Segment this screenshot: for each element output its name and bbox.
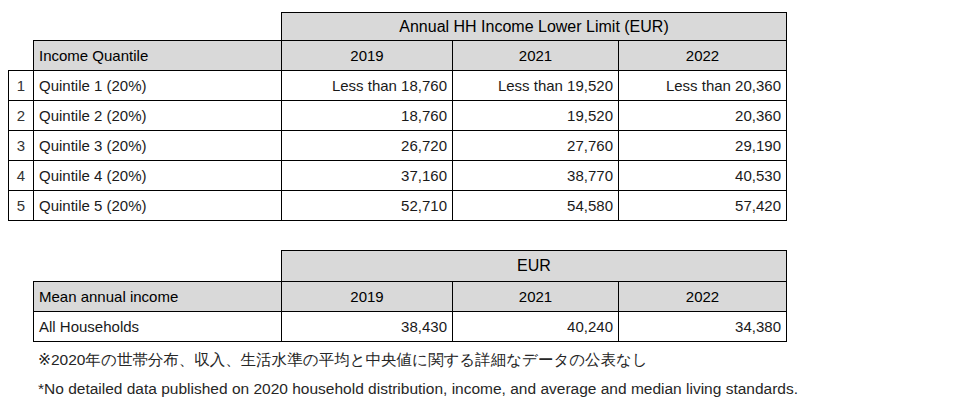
table2-col-2022: 2022 (619, 282, 787, 312)
quintile-label: Quintile 1 (20%) (34, 71, 282, 101)
row-number: 3 (9, 131, 34, 161)
value-2021: 38,770 (453, 161, 619, 191)
value-2019: 37,160 (282, 161, 453, 191)
quintile-label: Quintile 2 (20%) (34, 101, 282, 131)
page: Annual HH Income Lower Limit (EUR) Incom… (0, 0, 961, 412)
table2-row-header: Mean annual income (34, 282, 282, 312)
table1-merged-header: Annual HH Income Lower Limit (EUR) (282, 13, 787, 41)
table-row: 2 Quintile 2 (20%) 18,760 19,520 20,360 (9, 101, 787, 131)
value-2021: 54,580 (453, 191, 619, 221)
table-row: 3 Quintile 3 (20%) 26,720 27,760 29,190 (9, 131, 787, 161)
all-households-label: All Households (34, 312, 282, 342)
mean-income-table: EUR Mean annual income 2019 2021 2022 Al… (33, 250, 787, 342)
mean-2022: 34,380 (619, 312, 787, 342)
value-2019: 26,720 (282, 131, 453, 161)
row-number: 2 (9, 101, 34, 131)
mean-2019: 38,430 (282, 312, 453, 342)
value-2019: 52,710 (282, 191, 453, 221)
spacer-cell (34, 251, 282, 282)
spacer-cell (9, 41, 34, 71)
footnote-english: *No detailed data published on 2020 hous… (38, 380, 798, 398)
row-number: 4 (9, 161, 34, 191)
spacer-cell (9, 13, 282, 41)
table1-col-2021: 2021 (453, 41, 619, 71)
table2-merged-header: EUR (282, 251, 787, 282)
table-row: 5 Quintile 5 (20%) 52,710 54,580 57,420 (9, 191, 787, 221)
table1-col-2022: 2022 (619, 41, 787, 71)
income-quantile-table: Annual HH Income Lower Limit (EUR) Incom… (8, 12, 787, 221)
row-number: 1 (9, 71, 34, 101)
value-2021: Less than 19,520 (453, 71, 619, 101)
footnote-japanese: ※2020年の世帯分布、収入、生活水準の平均と中央値に関する詳細なデータの公表な… (38, 350, 648, 371)
table-row: 4 Quintile 4 (20%) 37,160 38,770 40,530 (9, 161, 787, 191)
table2-col-2021: 2021 (453, 282, 619, 312)
mean-2021: 40,240 (453, 312, 619, 342)
value-2021: 19,520 (453, 101, 619, 131)
value-2022: 29,190 (619, 131, 787, 161)
table1-row-header: Income Quantile (34, 41, 282, 71)
value-2022: Less than 20,360 (619, 71, 787, 101)
quintile-label: Quintile 5 (20%) (34, 191, 282, 221)
quintile-label: Quintile 4 (20%) (34, 161, 282, 191)
value-2022: 40,530 (619, 161, 787, 191)
table1-col-2019: 2019 (282, 41, 453, 71)
table-row: 1 Quintile 1 (20%) Less than 18,760 Less… (9, 71, 787, 101)
value-2022: 20,360 (619, 101, 787, 131)
row-number: 5 (9, 191, 34, 221)
quintile-label: Quintile 3 (20%) (34, 131, 282, 161)
value-2022: 57,420 (619, 191, 787, 221)
value-2019: 18,760 (282, 101, 453, 131)
table-row: All Households 38,430 40,240 34,380 (34, 312, 787, 342)
value-2019: Less than 18,760 (282, 71, 453, 101)
value-2021: 27,760 (453, 131, 619, 161)
table2-col-2019: 2019 (282, 282, 453, 312)
